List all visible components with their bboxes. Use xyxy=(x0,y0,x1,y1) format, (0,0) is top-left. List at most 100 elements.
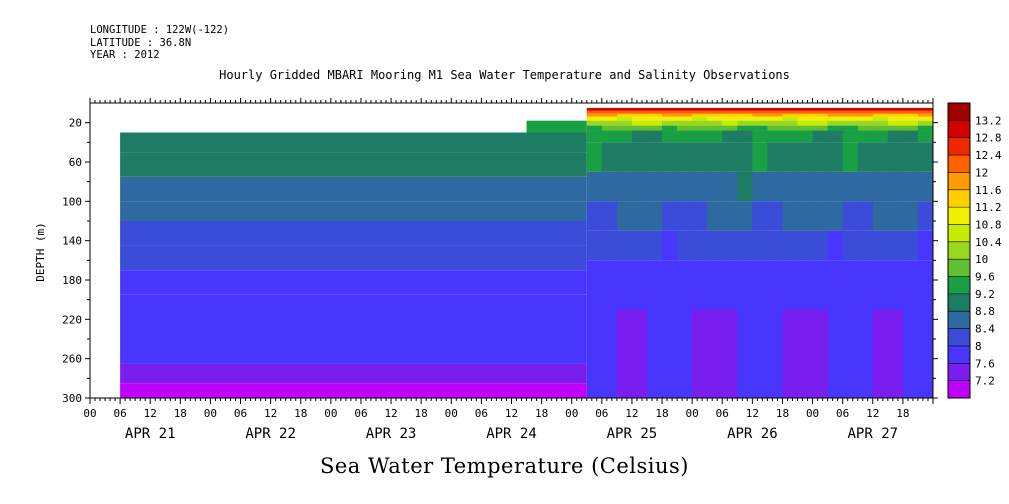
colorbar-swatch xyxy=(948,224,970,243)
heat-cell xyxy=(752,107,769,111)
heat-cell xyxy=(857,142,874,172)
heat-cell xyxy=(857,230,874,261)
heat-cell xyxy=(631,120,648,126)
x-day-label: APR 23 xyxy=(366,426,417,442)
heat-cell xyxy=(737,107,753,111)
heat-cell xyxy=(646,130,663,143)
heat-cell xyxy=(631,142,648,172)
heat-cell xyxy=(767,130,784,143)
heat-cell xyxy=(677,110,693,114)
heat-cell xyxy=(677,125,693,131)
heat-cell xyxy=(601,201,618,231)
heat-cell xyxy=(767,107,784,111)
heat-cell xyxy=(707,113,723,117)
colorbar-label: 12 xyxy=(975,166,988,179)
heat-cell xyxy=(797,260,814,310)
heat-cell xyxy=(902,230,919,261)
heat-cell xyxy=(601,110,618,114)
heat-cell xyxy=(737,230,753,261)
heat-cell xyxy=(872,171,889,202)
x-hour-label: 00 xyxy=(83,407,96,420)
colorbar-swatch xyxy=(948,155,970,173)
colorbar-label: 12.4 xyxy=(975,149,1002,162)
heat-cell xyxy=(857,113,874,117)
longitude-label: LONGITUDE : 122W(-122) xyxy=(90,24,230,36)
heat-cell xyxy=(631,125,648,131)
heat-cell xyxy=(887,260,904,310)
heat-cell xyxy=(752,113,769,117)
y-tick-label: 60 xyxy=(69,156,82,169)
heat-cell xyxy=(887,125,904,131)
heat-cell xyxy=(812,125,829,131)
heat-cell xyxy=(692,130,708,143)
heat-cell xyxy=(737,110,753,114)
colorbar-swatch xyxy=(948,259,970,278)
heat-cell xyxy=(782,130,799,143)
heat-band-early-3 xyxy=(120,201,587,221)
heat-cell xyxy=(797,116,814,121)
heat-cell xyxy=(842,230,859,261)
colorbar-label: 11.2 xyxy=(975,201,1002,214)
heat-cell xyxy=(692,309,708,398)
heat-cell xyxy=(752,309,769,398)
colorbar-label: 11.6 xyxy=(975,184,1002,197)
heat-cell xyxy=(872,230,889,261)
heat-cell xyxy=(917,116,933,121)
heat-cell xyxy=(902,309,919,398)
heat-cell xyxy=(662,230,678,261)
heat-cell xyxy=(752,116,769,121)
heat-cell xyxy=(722,171,738,202)
heat-cell xyxy=(601,230,618,261)
heat-cell xyxy=(902,113,919,117)
heat-cell xyxy=(677,120,693,126)
heat-cell xyxy=(601,120,618,126)
heat-cell xyxy=(887,130,904,143)
colorbar-swatch xyxy=(948,172,970,191)
heat-cell xyxy=(857,116,874,121)
heat-cell xyxy=(917,107,933,111)
colorbar-swatch xyxy=(948,137,970,156)
y-tick-label: 260 xyxy=(62,353,82,366)
heat-cell xyxy=(902,120,919,126)
heat-cell xyxy=(737,113,753,117)
heat-cell xyxy=(842,120,859,126)
heat-cell xyxy=(842,125,859,131)
heat-cell xyxy=(827,107,844,111)
heat-cell xyxy=(586,142,603,172)
x-hour-label: 00 xyxy=(686,407,699,420)
x-day-label: APR 21 xyxy=(125,426,176,442)
heat-cell xyxy=(662,130,678,143)
heat-cell xyxy=(646,125,663,131)
heat-cell xyxy=(842,113,859,117)
heat-cell xyxy=(631,130,648,143)
heat-cell xyxy=(646,110,663,114)
x-hour-label: 12 xyxy=(144,407,157,420)
x-day-label: APR 25 xyxy=(607,426,658,442)
x-hour-label: 18 xyxy=(776,407,789,420)
heat-cell xyxy=(827,309,844,398)
y-tick-label: 220 xyxy=(62,313,82,326)
heat-cell xyxy=(692,201,708,231)
heat-cell xyxy=(631,116,648,121)
heat-cell xyxy=(677,130,693,143)
y-tick-label: 300 xyxy=(62,392,82,405)
heat-cell xyxy=(707,107,723,111)
y-tick-label: 140 xyxy=(62,235,82,248)
heat-cell xyxy=(646,142,663,172)
heat-cell xyxy=(737,120,753,126)
heat-cell xyxy=(631,107,648,111)
x-hour-label: 18 xyxy=(535,407,548,420)
colorbar-label: 13.2 xyxy=(975,114,1002,127)
heat-cell xyxy=(601,130,618,143)
heat-cell xyxy=(646,201,663,231)
heat-cell xyxy=(887,171,904,202)
x-hour-label: 00 xyxy=(565,407,578,420)
heat-cell xyxy=(917,260,933,310)
heat-cell xyxy=(782,171,799,202)
heat-cell xyxy=(872,107,889,111)
colorbar-label: 8 xyxy=(975,340,982,353)
heat-cell xyxy=(616,309,633,398)
colorbar-label: 7.2 xyxy=(975,375,995,388)
heat-cell xyxy=(887,107,904,111)
heat-cell xyxy=(616,107,633,111)
